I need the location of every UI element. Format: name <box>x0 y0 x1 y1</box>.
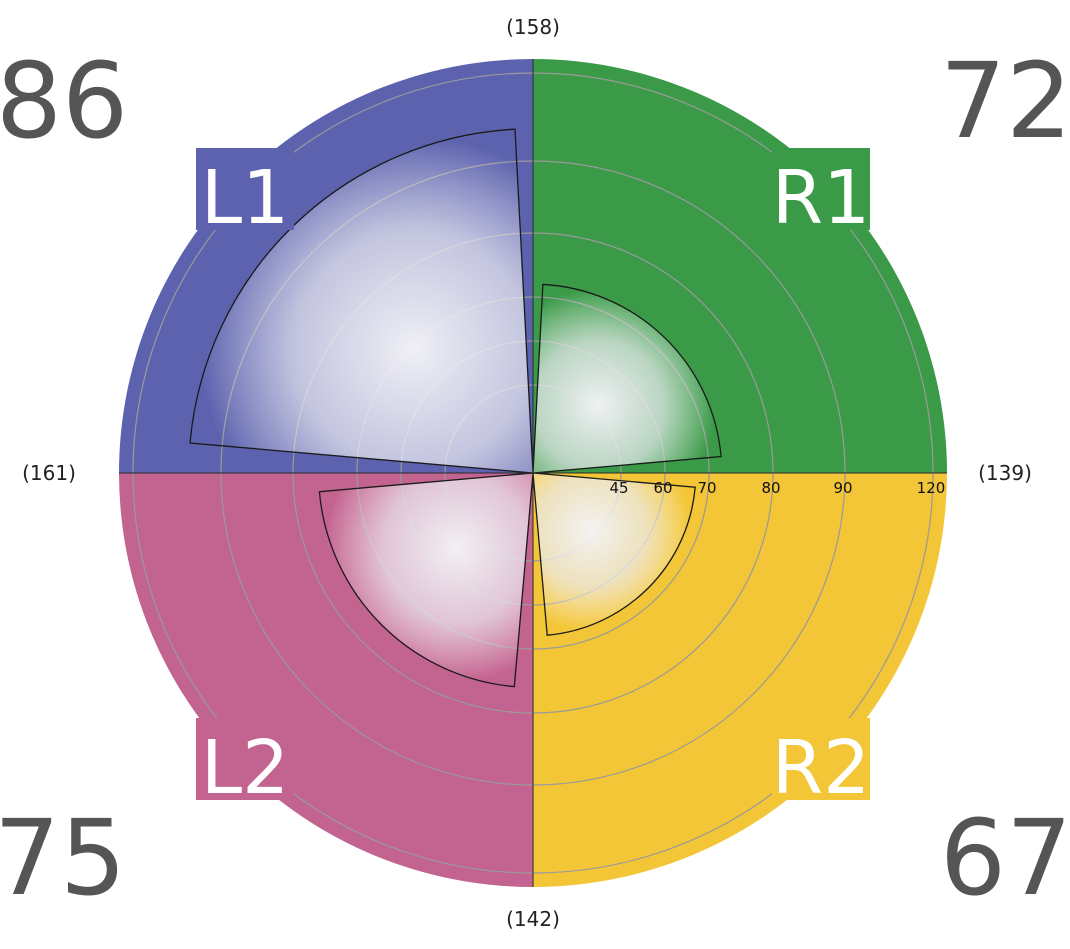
quad-label-r2-box <box>772 718 870 800</box>
scale-tick-label-90: 90 <box>833 479 852 497</box>
quad-label-r1: R1 <box>772 148 871 241</box>
wedge-r2 <box>532 472 696 636</box>
quad-label-l2-text: L2 <box>201 725 289 811</box>
wedges-layer <box>189 128 722 688</box>
wedge-l2 <box>318 472 534 688</box>
axis-value-left: (161) <box>22 461 76 485</box>
quad-label-r2: R2 <box>772 718 871 811</box>
quad-label-l2: L2 <box>196 718 294 811</box>
quad-label-l1-box <box>196 148 294 230</box>
value-l1: 86 <box>0 40 128 162</box>
value-r1: 72 <box>940 40 1070 162</box>
axis-lines-layer <box>119 59 947 887</box>
scale-tick-label-80: 80 <box>761 479 780 497</box>
value-l2: 75 <box>0 797 126 919</box>
scale-tick-label-60: 60 <box>653 479 672 497</box>
quad-label-l1: L1 <box>196 148 294 241</box>
axis-value-right: (139) <box>978 461 1032 485</box>
axis-value-top: (158) <box>506 15 560 39</box>
value-r2: 67 <box>940 797 1070 919</box>
scale-tick-label-120: 120 <box>917 479 946 497</box>
scale-tick-label-70: 70 <box>697 479 716 497</box>
quad-label-l1-text: L1 <box>201 155 289 241</box>
wedge-r1 <box>532 283 722 474</box>
axis-value-bottom: (142) <box>506 907 560 931</box>
scale-ticks-layer: 45 60 70 80 90 120 <box>609 479 945 497</box>
scale-tick-label-45: 45 <box>609 479 628 497</box>
quad-label-r2-text: R2 <box>772 725 871 811</box>
quad-label-r1-text: R1 <box>772 155 871 241</box>
quad-label-r1-box <box>772 148 870 230</box>
quad-label-l2-box <box>196 718 294 800</box>
